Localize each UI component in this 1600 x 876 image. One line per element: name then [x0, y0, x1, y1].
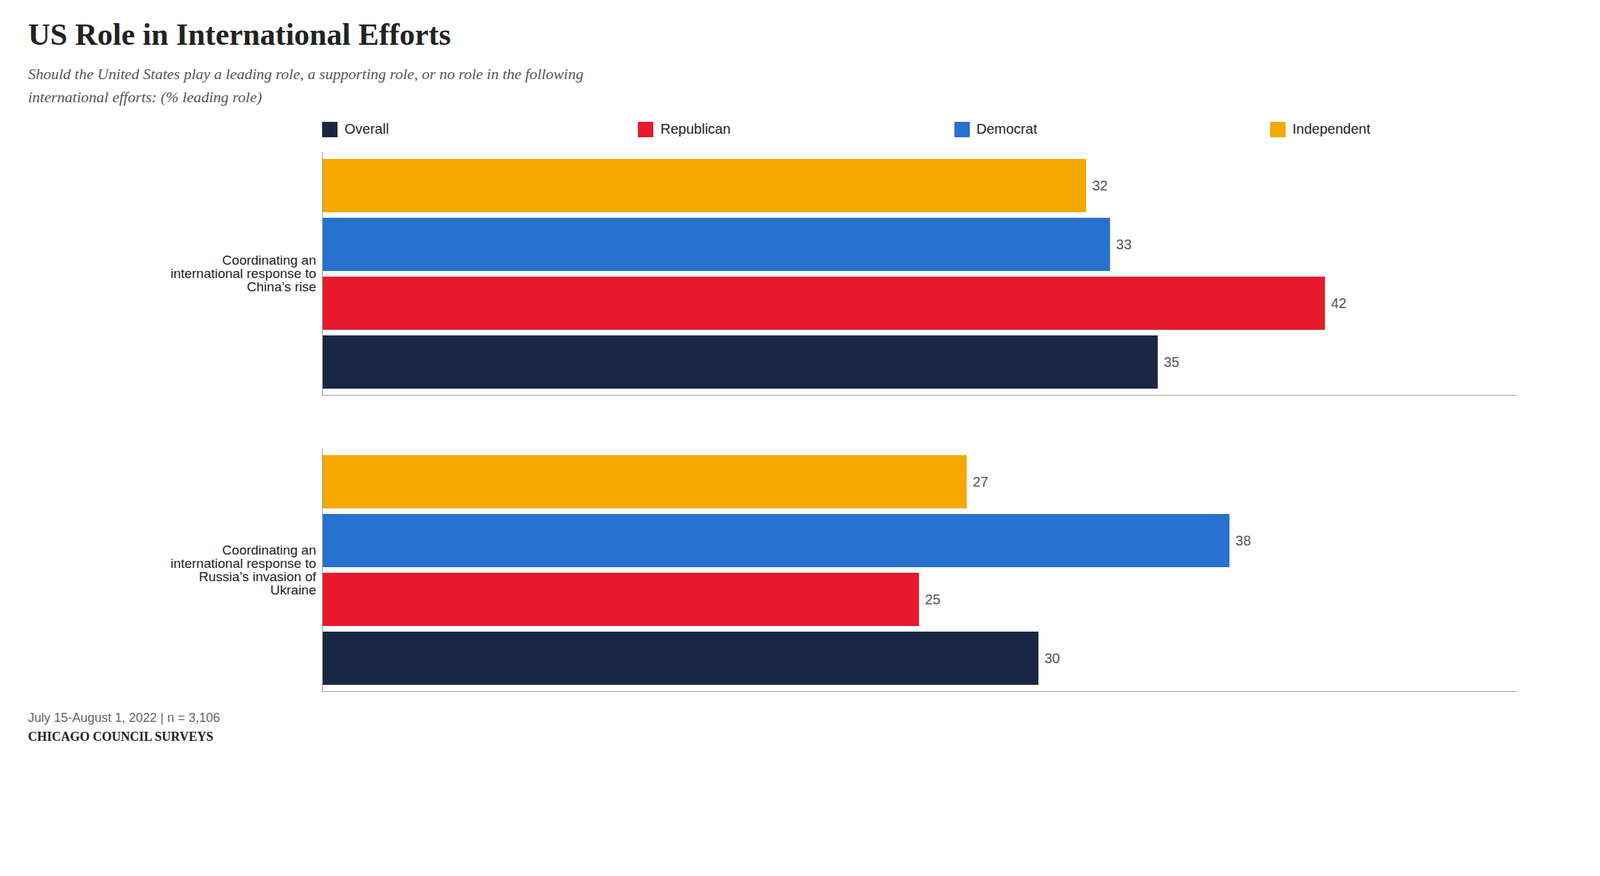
svg-text:30: 30: [1044, 650, 1061, 666]
html-text:US Role in International Effor: US Role in International Efforts: [28, 17, 451, 52]
svg-text:35: 35: [1163, 354, 1180, 370]
html-text:Republican: Republican: [660, 121, 731, 137]
html-text:Democrat: Democrat: [976, 121, 1038, 137]
html-text:CHICAGO COUNCIL SURVEYS: CHICAGO COUNCIL SURVEYS: [28, 729, 214, 744]
svg-text:38: 38: [1235, 532, 1251, 549]
svg-text:Coordinating aninternational r: Coordinating aninternational response to…: [170, 542, 317, 598]
svg-text:42: 42: [1331, 295, 1347, 311]
html-text:July 15-August 1, 2022 | n = 3: July 15-August 1, 2022 | n = 3,106: [28, 710, 221, 725]
svg-text:32: 32: [1092, 177, 1108, 194]
svg-text:27: 27: [972, 474, 989, 490]
svg-text:33: 33: [1116, 236, 1132, 253]
html-text:Overall: Overall: [344, 121, 389, 137]
svg-text:25: 25: [924, 591, 941, 608]
html-text:Independent: Independent: [1292, 121, 1371, 137]
html-text:Should the United States play: Should the United States play a leading …: [28, 65, 584, 106]
svg-text:Coordinating aninternational r: Coordinating aninternational response to…: [170, 252, 316, 295]
